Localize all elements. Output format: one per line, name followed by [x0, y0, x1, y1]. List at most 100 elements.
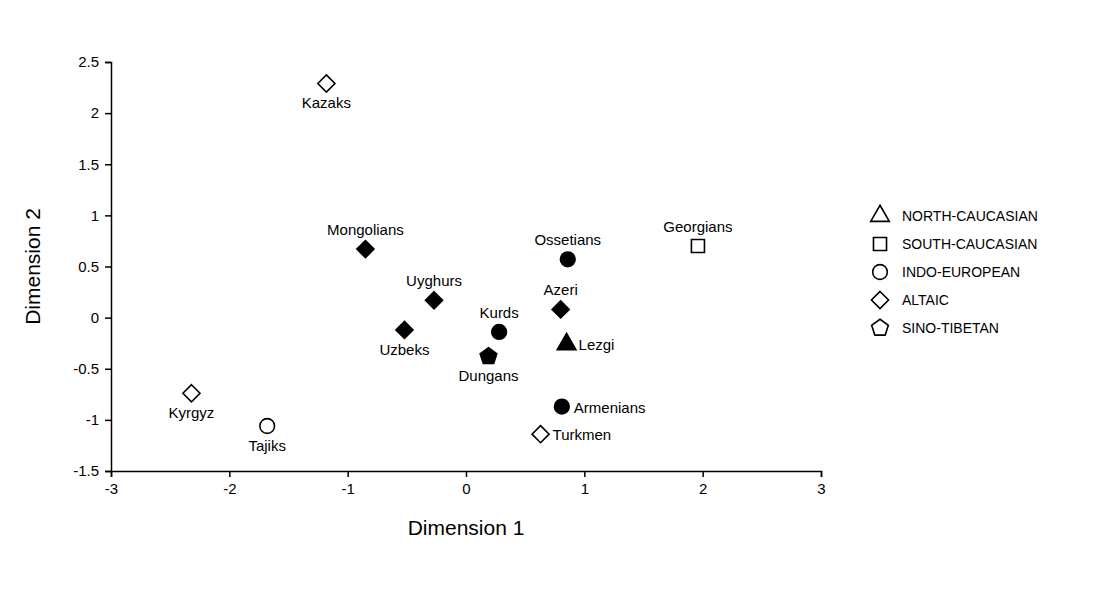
x-tick-mark — [584, 471, 586, 477]
legend-item: SINO-TIBETAN — [872, 319, 999, 336]
x-axis-line — [112, 472, 822, 478]
x-axis-title: Dimension 1 — [408, 516, 525, 539]
x-tick-mark — [347, 471, 349, 477]
point-label: Armenians — [574, 399, 646, 416]
x-tick-label: 2 — [699, 480, 707, 497]
point-label: Georgians — [663, 218, 732, 235]
x-tick: -3 — [105, 471, 118, 497]
y-tick-mark — [105, 113, 111, 115]
x-tick-label: -2 — [223, 480, 236, 497]
point — [480, 348, 497, 364]
point-label: Turkmen — [553, 426, 612, 443]
point-label: Dungans — [458, 367, 518, 384]
legend-marker — [871, 291, 888, 308]
y-axis-line — [105, 63, 112, 472]
legend-marker — [871, 205, 890, 221]
point — [426, 292, 443, 309]
legend-marker — [872, 319, 889, 335]
y-tick: 0 — [91, 309, 111, 326]
y-tick: 2 — [91, 104, 111, 121]
y-tick-mark — [105, 266, 111, 268]
point-label: Tajiks — [248, 437, 286, 454]
y-tick: -1.5 — [73, 462, 111, 479]
y-tick: 1 — [91, 207, 111, 224]
point-label: Azeri — [544, 281, 578, 298]
x-tick-label: 0 — [462, 480, 470, 497]
legend-marker — [873, 265, 888, 280]
point-labels: Lezgi Georgians Ossetians Kurds Armenians Taj… — [169, 94, 733, 454]
x-tick-label: -1 — [341, 480, 354, 497]
x-tick: 2 — [699, 471, 707, 497]
y-tick-label: 0 — [91, 309, 99, 326]
point — [492, 325, 507, 340]
legend-label: SINO-TIBETAN — [902, 320, 999, 336]
y-tick-mark — [105, 62, 111, 64]
legend-item: NORTH-CAUCASIAN — [871, 205, 1038, 224]
point — [532, 426, 549, 443]
point-label: Uyghurs — [406, 272, 462, 289]
legend-label: SOUTH-CAUCASIAN — [902, 236, 1037, 252]
legend-marker — [873, 237, 886, 250]
y-tick-label: -1.5 — [73, 462, 99, 479]
x-axis: -3 -2 -1 0 1 2 3 — [105, 471, 826, 497]
point — [691, 240, 704, 253]
legend-item: INDO-EUROPEAN — [873, 264, 1021, 280]
legend-label: INDO-EUROPEAN — [902, 264, 1020, 280]
y-axis-title: Dimension 2 — [21, 208, 44, 325]
x-tick-label: -3 — [105, 480, 118, 497]
legend-item: SOUTH-CAUCASIAN — [873, 236, 1037, 252]
legend-label: ALTAIC — [902, 292, 949, 308]
y-tick-mark — [105, 369, 111, 371]
point — [318, 75, 335, 92]
x-tick: 3 — [817, 471, 825, 497]
point — [554, 399, 569, 414]
legend-item: ALTAIC — [871, 291, 948, 308]
x-tick-mark — [702, 471, 704, 477]
point-label: Kazaks — [302, 94, 351, 111]
x-tick: 1 — [581, 471, 589, 497]
point-label: Ossetians — [534, 231, 601, 248]
y-axis: -1.5 -1 -0.5 0 0.5 1 1.5 2 2.5 — [73, 53, 111, 479]
x-tick-mark — [229, 471, 231, 477]
y-tick-mark — [105, 317, 111, 319]
y-tick-mark — [105, 420, 111, 422]
y-tick-label: 1.5 — [78, 156, 99, 173]
point — [260, 419, 275, 434]
y-tick-label: 0.5 — [78, 258, 99, 275]
legend-label: NORTH-CAUCASIAN — [902, 208, 1038, 224]
y-tick-label: -1 — [86, 411, 99, 428]
x-tick-mark — [466, 471, 468, 477]
y-tick: 1.5 — [78, 156, 111, 173]
point-label: Kurds — [480, 304, 519, 321]
point-label: Mongolians — [327, 221, 404, 238]
point — [557, 333, 576, 349]
y-tick: 2.5 — [78, 53, 111, 70]
point — [560, 252, 575, 267]
x-tick: 0 — [462, 471, 470, 497]
y-tick-label: 2.5 — [78, 53, 99, 70]
x-tick-label: 3 — [817, 480, 825, 497]
point — [552, 301, 569, 318]
point — [183, 385, 200, 402]
point — [396, 321, 413, 338]
y-tick: 0.5 — [78, 258, 111, 275]
point-label: Lezgi — [579, 336, 615, 353]
y-tick-label: -0.5 — [73, 360, 99, 377]
y-tick: -1 — [86, 411, 111, 428]
y-tick: -0.5 — [73, 360, 111, 377]
x-tick: -2 — [223, 471, 236, 497]
point — [357, 241, 374, 258]
legend: NORTH-CAUCASIAN SOUTH-CAUCASIAN INDO-EUROP… — [871, 205, 1038, 336]
points — [183, 75, 705, 443]
point-label: Kyrgyz — [169, 404, 215, 421]
y-tick-mark — [105, 164, 111, 166]
y-tick-label: 1 — [91, 207, 99, 224]
point-label: Uzbeks — [379, 341, 429, 358]
y-tick-mark — [105, 215, 111, 217]
x-tick-label: 1 — [581, 480, 589, 497]
x-tick-mark — [821, 471, 823, 477]
chart: -3 -2 -1 0 1 2 3 -1.5 -1 -0.5 0 0.5 1 1.5 2 2.5 Dimensio… — [0, 0, 1103, 591]
x-tick: -1 — [341, 471, 354, 497]
y-tick-label: 2 — [91, 104, 99, 121]
y-tick-mark — [105, 471, 111, 473]
